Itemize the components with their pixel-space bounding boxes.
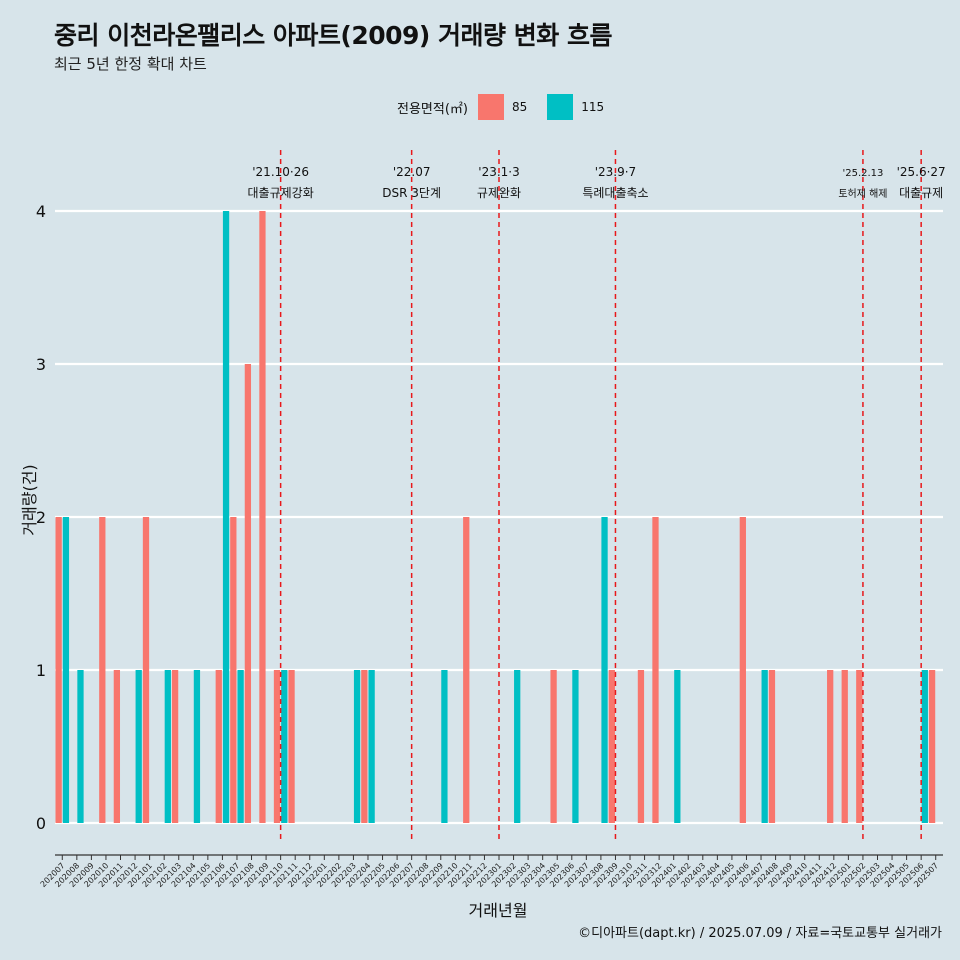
bar-85-202007 [55,517,62,823]
legend-label-85: 85 [511,100,528,114]
event-label-202301-1: 규제완화 [477,186,521,200]
event-label-202309-0: '23.9·7 [595,165,636,179]
chart-title: 중리 이천라온팰리스 아파트(2009) 거래량 변화 흐름 [54,21,612,50]
bar-85-202502 [856,670,863,823]
event-label-202502-1: 토허제 해제 [838,187,887,200]
event-label-202309-1: 특례대출축소 [582,186,648,200]
legend-key-115 [547,94,574,120]
bar-85-202305 [550,670,557,823]
bar-115-202104 [193,670,201,823]
bar-85-202312 [652,517,659,823]
bar-85-202101 [142,517,150,823]
y-tick-4: 4 [36,202,46,221]
bar-115-202401 [674,670,681,823]
bar-85-202106 [215,670,222,823]
bar-85-202108 [244,364,252,823]
bar-85-202011 [113,670,121,823]
legend-key-85 [477,94,504,120]
bar-115-202106 [222,211,230,823]
y-tick-2: 2 [36,508,46,527]
bar-85-202211 [463,517,470,823]
event-label-202110-1: 대출규제강화 [248,186,314,200]
bar-115-202110 [281,670,288,823]
legend: 전용면적(㎡) 85 115 [397,94,624,120]
bar-85-202111 [288,670,295,823]
y-tick-0: 0 [36,814,46,833]
event-label-202301-0: '23.1·3 [478,165,519,179]
x-axis-label: 거래년월 [468,901,528,920]
chart-subtitle: 최근 5년 한정 확대 차트 [54,55,207,73]
bar-85-202309 [608,670,615,823]
bar-85-202501 [841,670,848,823]
y-tick-3: 3 [36,355,46,374]
bar-85-202311 [637,670,645,823]
event-label-202207-0: '22.07 [393,165,431,179]
bar-115-202107 [237,670,244,823]
bar-115-202302 [514,670,521,823]
bar-85-202110 [273,670,281,823]
event-label-202110-0: '21.10·26 [252,165,309,179]
legend-title: 전용면적(㎡) [397,101,468,117]
bar-85-202412 [827,670,834,823]
y-tick-1: 1 [36,661,46,680]
legend-label-115: 115 [581,100,605,114]
bar-85-202204 [361,670,368,823]
bar-115-202209 [441,670,448,823]
event-label-202502-0: '25.2.13 [842,168,883,179]
bar-115-202102 [164,670,171,823]
bar-85-202507 [928,670,936,823]
bar-115-202506 [921,670,928,823]
event-label-202506-0: '25.6·27 [897,165,946,179]
bar-115-202306 [572,670,579,823]
bar-85-202408 [768,670,776,823]
bar-115-202204 [368,670,375,823]
bar-115-202007 [62,517,70,823]
bar-85-202406 [739,517,746,823]
event-label-202506-1: 대출규제 [899,186,943,200]
bar-115-202308 [601,517,608,823]
bar-115-202407 [761,670,768,823]
bar-85-202107 [230,517,237,823]
bar-115-202008 [77,670,84,823]
bar-115-202012 [135,670,142,823]
event-label-202207-1: DSR 3단계 [382,186,441,200]
bar-115-202203 [353,670,361,823]
bar-85-202103 [171,670,179,823]
bar-85-202109 [259,211,266,823]
caption: ©디아파트(dapt.kr) / 2025.07.09 / 자료=국토교통부 실… [578,926,942,941]
bar-85-202010 [99,517,106,823]
